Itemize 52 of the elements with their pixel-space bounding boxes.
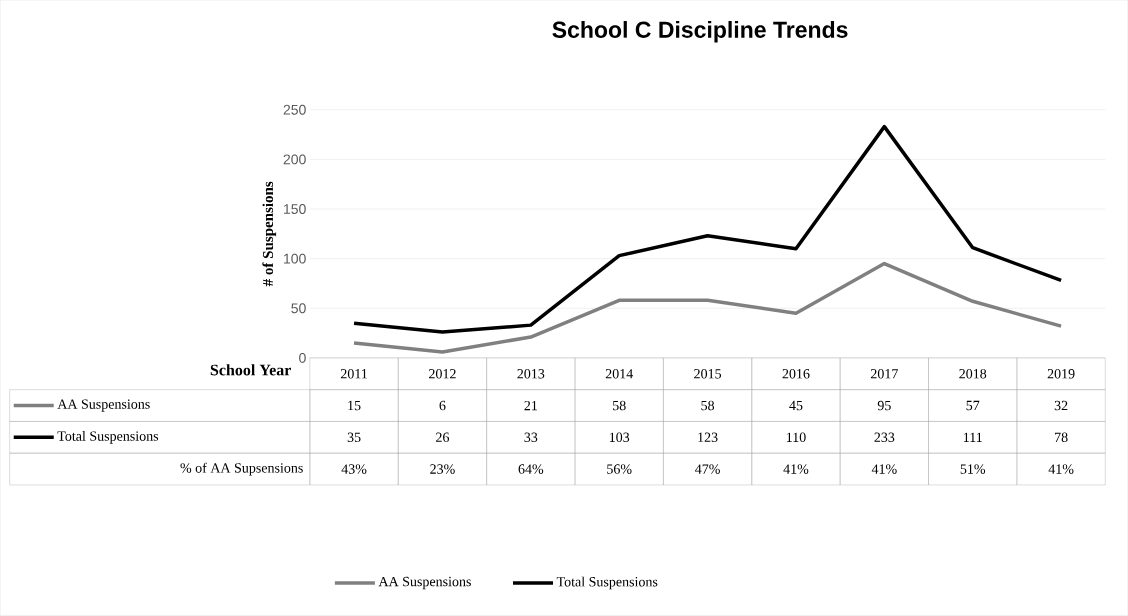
text: Total Suspensions <box>556 576 658 590</box>
data-label: 111 <box>963 432 982 443</box>
data-label: 58 <box>701 400 715 411</box>
x-tick-label: 2019 <box>1047 369 1075 379</box>
data-label: 45 <box>789 400 803 411</box>
y-tick-label: 0 <box>299 353 306 363</box>
legend-label: AA Suspensions <box>57 399 150 412</box>
text: % of AA Supsensions <box>180 462 303 476</box>
y-tick-label: 100 <box>284 253 306 264</box>
x-tick-label: 2014 <box>605 369 633 379</box>
x-tick-label: 2011 <box>340 369 367 379</box>
data-label: 95 <box>877 400 891 411</box>
data-label: 35 <box>347 432 361 443</box>
text: 51% <box>960 464 986 474</box>
chart-title: School C Discipline Trends <box>552 21 848 43</box>
data-label: 15 <box>348 400 361 411</box>
data-label: 233 <box>874 432 895 443</box>
text: 23% <box>430 464 455 474</box>
x-tick-label: 2017 <box>870 369 898 379</box>
text: 47% <box>695 464 720 474</box>
x-tick-label: 2012 <box>429 369 456 379</box>
x-tick-label: 2013 <box>517 369 545 379</box>
y-tick-label: 250 <box>283 104 306 115</box>
text: AA Suspensions <box>378 577 471 590</box>
text: 41% <box>871 464 897 474</box>
x-tick-label: 2016 <box>782 369 810 379</box>
data-label: 57 <box>966 401 980 411</box>
data-label: 26 <box>436 432 450 443</box>
y-tick-label: 200 <box>283 154 306 165</box>
data-label: 103 <box>609 432 630 443</box>
text: 43% <box>341 464 367 474</box>
x-tick-label: 2018 <box>959 369 987 379</box>
data-label: 78 <box>1055 432 1068 443</box>
line-series <box>352 261 1063 354</box>
data-label: 21 <box>524 401 537 411</box>
text: 56% <box>607 464 632 474</box>
text: 64% <box>518 464 544 474</box>
x-tick-label: 2015 <box>694 369 722 379</box>
x-axis-title: School Year <box>210 364 291 376</box>
y-tick-label: 150 <box>284 204 306 215</box>
data-label: 123 <box>698 432 718 443</box>
text: 41% <box>1048 464 1074 474</box>
y-tick-label: 50 <box>291 303 306 314</box>
data-label: 110 <box>786 432 806 443</box>
legend-label: Total Suspensions <box>57 431 159 444</box>
data-label: 32 <box>1054 400 1068 411</box>
data-label: 58 <box>613 400 626 411</box>
data-label: 33 <box>524 432 538 443</box>
line-series <box>352 125 1063 334</box>
text: 41% <box>783 464 809 474</box>
y-axis-title: # of Suspensions <box>262 181 277 287</box>
data-label: 6 <box>439 400 446 411</box>
